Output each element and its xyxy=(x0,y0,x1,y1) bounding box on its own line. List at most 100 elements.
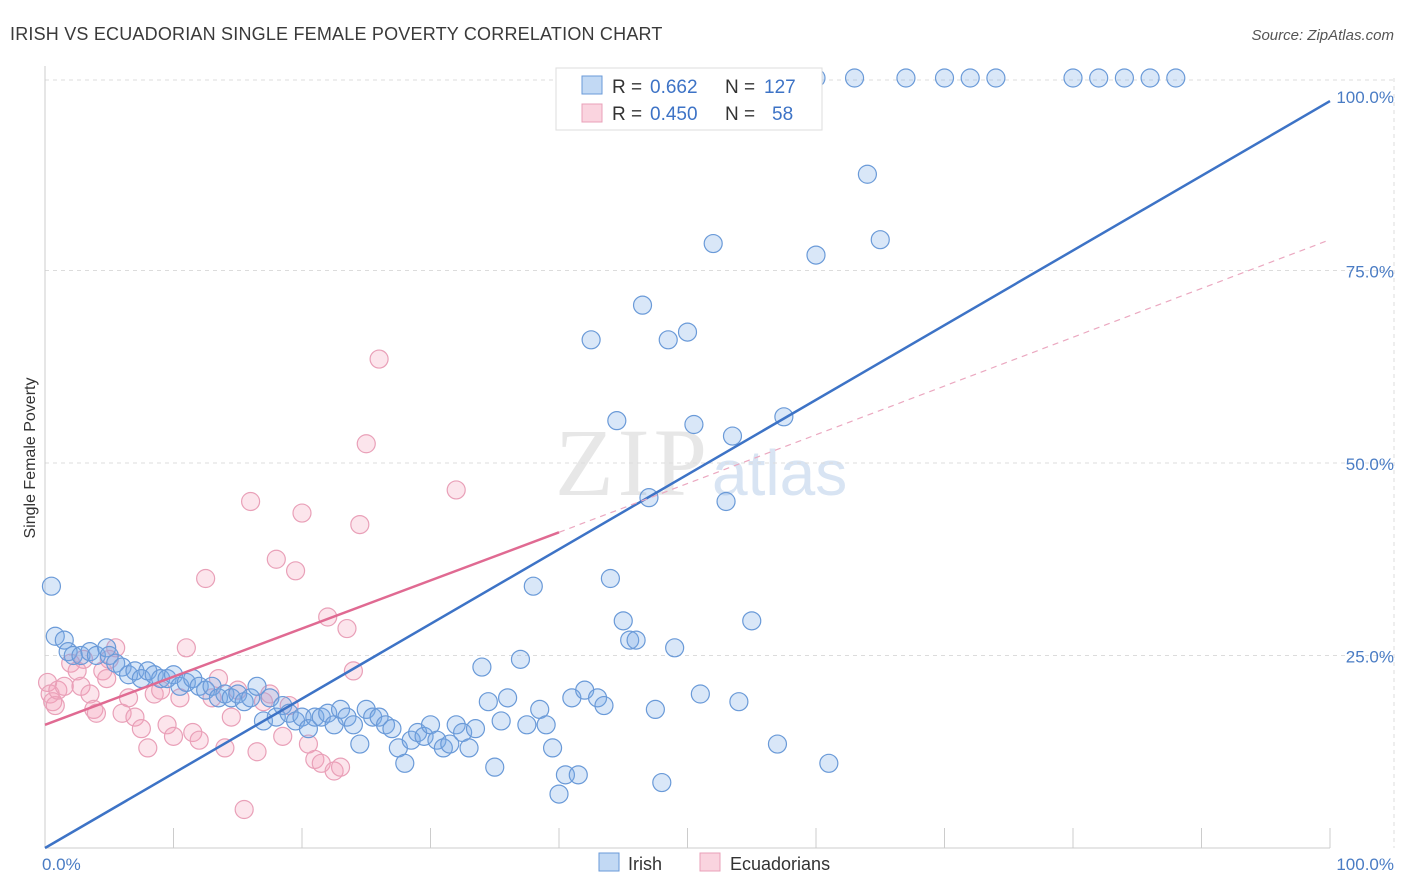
ecuadorians-point-3 xyxy=(45,695,65,716)
irish-point-46 xyxy=(337,707,357,727)
irish-point-2 xyxy=(54,630,74,650)
irish-point-108 xyxy=(819,753,839,773)
ecuadorians-point-6 xyxy=(61,653,81,673)
irish-point-104 xyxy=(742,611,762,631)
legend-irish-r-value: 0.662 xyxy=(650,77,698,98)
legend-irish-r-label: R = xyxy=(612,77,642,98)
bottom-legend-swatch-ecuadorians xyxy=(699,852,721,872)
ecuadorians-point-36 xyxy=(234,799,254,820)
irish-point-63 xyxy=(446,715,466,735)
ecuadorians-point-51 xyxy=(330,757,351,777)
ecuadorians-point-54 xyxy=(350,514,370,535)
irish-point-77 xyxy=(542,738,563,758)
bottom-legend-irish: Irish xyxy=(628,854,662,874)
irish-point-89 xyxy=(620,630,640,650)
legend-irish-n-label: N = xyxy=(725,77,755,98)
legend-swatch-irish xyxy=(581,75,603,95)
ecuadorians-point-42 xyxy=(273,726,293,746)
irish-point-113 xyxy=(934,68,955,88)
ecuadorians-point-28 xyxy=(183,722,203,743)
ecuadorians-point-27 xyxy=(176,638,196,658)
irish-point-40 xyxy=(298,719,319,739)
irish-point-73 xyxy=(517,715,537,735)
ecuadorians-point-20 xyxy=(131,719,151,739)
legend-ecu-n-label: N = xyxy=(725,104,755,125)
y-tick-label-0: 25.0% xyxy=(1346,648,1394,667)
irish-point-60 xyxy=(427,730,447,750)
irish-point-47 xyxy=(343,715,363,735)
irish-point-105 xyxy=(767,734,788,754)
ecuadorians-point-34 xyxy=(221,707,241,727)
ecuadorians-point-55 xyxy=(356,434,376,454)
irish-point-114 xyxy=(960,68,980,88)
x-tick-label-max: 100.0% xyxy=(1336,855,1394,874)
ecuadorians-point-5 xyxy=(54,676,74,696)
irish-point-103 xyxy=(729,692,749,712)
ecuadorians-point-29 xyxy=(189,730,209,750)
irish-point-68 xyxy=(478,692,498,712)
irish-point-35 xyxy=(266,707,286,727)
ecuadorians-trend-extension xyxy=(558,239,1331,533)
ecuadorians-point-44 xyxy=(285,561,306,581)
irish-point-67 xyxy=(472,657,492,677)
irish-trend-line xyxy=(44,100,1331,850)
ecuadorians-point-19 xyxy=(125,707,145,727)
chart-title: IRISH VS ECUADORIAN SINGLE FEMALE POVERT… xyxy=(10,24,663,44)
irish-point-91 xyxy=(632,295,653,315)
irish-point-86 xyxy=(600,568,621,589)
irish-point-62 xyxy=(440,734,460,754)
irish-point-9 xyxy=(99,645,119,666)
irish-point-71 xyxy=(498,688,518,708)
ecuadorians-point-14 xyxy=(97,668,117,689)
irish-point-45 xyxy=(330,699,351,720)
y-tick-label-3: 100.0% xyxy=(1336,88,1394,107)
irish-point-102 xyxy=(722,426,743,446)
irish-point-32 xyxy=(247,676,267,696)
ecuadorians-point-38 xyxy=(247,742,267,762)
irish-point-76 xyxy=(536,715,556,735)
series-legend: Irish Ecuadorians xyxy=(598,852,830,874)
irish-point-120 xyxy=(1166,68,1186,88)
ecuadorians-trend-line xyxy=(44,531,560,726)
irish-point-74 xyxy=(523,576,543,596)
irish-point-115 xyxy=(986,68,1006,88)
irish-point-65 xyxy=(459,738,479,758)
irish-point-117 xyxy=(1089,68,1109,88)
irish-point-55 xyxy=(395,753,415,773)
irish-point-95 xyxy=(658,330,678,350)
irish-point-48 xyxy=(350,734,370,754)
irish-point-29 xyxy=(228,684,248,704)
irish-point-85 xyxy=(594,695,614,716)
irish-point-93 xyxy=(645,699,665,720)
x-tick-label-min: 0.0% xyxy=(42,855,81,874)
trend-lines xyxy=(44,100,1331,850)
irish-point-83 xyxy=(581,330,601,350)
ecuadorians-point-31 xyxy=(202,688,222,708)
irish-point-66 xyxy=(465,719,486,739)
ecuadorians-point-45 xyxy=(292,503,312,523)
y-axis-label: Single Female Poverty xyxy=(22,378,39,539)
irish-point-109 xyxy=(844,68,865,88)
ecuadorians-point-24 xyxy=(157,715,177,735)
ecuadorians-point-37 xyxy=(241,491,261,512)
irish-point-97 xyxy=(677,322,698,342)
ecuadorians-point-41 xyxy=(266,549,286,569)
irish-point-69 xyxy=(485,757,505,777)
irish-point-90 xyxy=(626,630,646,650)
legend-ecu-n-value: 58 xyxy=(772,104,793,125)
irish-point-84 xyxy=(587,688,608,708)
bottom-legend-ecuadorians: Ecuadorians xyxy=(730,854,830,874)
ecuadorians-point-30 xyxy=(196,568,216,589)
y-tick-labels: 25.0% 50.0% 75.0% 100.0% xyxy=(1336,88,1394,667)
irish-point-118 xyxy=(1114,68,1135,88)
grid-lines xyxy=(45,78,1395,848)
ecuadorians-point-7 xyxy=(67,661,87,681)
irish-point-56 xyxy=(401,730,421,750)
irish-point-87 xyxy=(607,411,627,431)
legend-ecu-r-value: 0.450 xyxy=(650,104,698,125)
irish-point-31 xyxy=(241,688,261,708)
ecuadorians-point-57 xyxy=(446,480,466,500)
ecuadorians-points xyxy=(37,349,466,820)
ecuadorians-point-56 xyxy=(369,349,389,369)
ecuadorians-point-10 xyxy=(80,684,100,704)
